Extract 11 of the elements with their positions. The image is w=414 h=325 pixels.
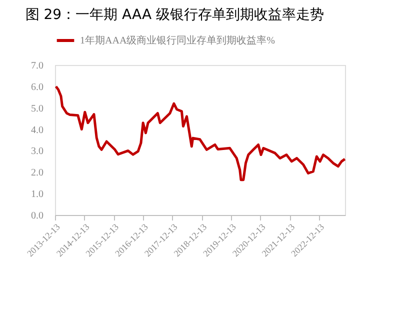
chart-title: 图 29：一年期 AAA 级银行存单到期收益率走势 (25, 7, 324, 23)
y-tick-label: 4.0 (31, 124, 44, 136)
y-tick-label: 0.0 (31, 210, 44, 222)
y-tick-label: 7.0 (31, 60, 44, 72)
y-tick-label: 2.0 (31, 168, 44, 179)
y-tick-label: 6.0 (31, 82, 44, 93)
y-tick-label: 3.0 (31, 146, 44, 158)
y-tick-label: 5.0 (31, 103, 44, 114)
legend-label: 1年期AAA级商业银行同业存单到期收益率% (80, 34, 275, 46)
y-tick-label: 1.0 (31, 189, 44, 200)
line-series (54, 85, 346, 182)
